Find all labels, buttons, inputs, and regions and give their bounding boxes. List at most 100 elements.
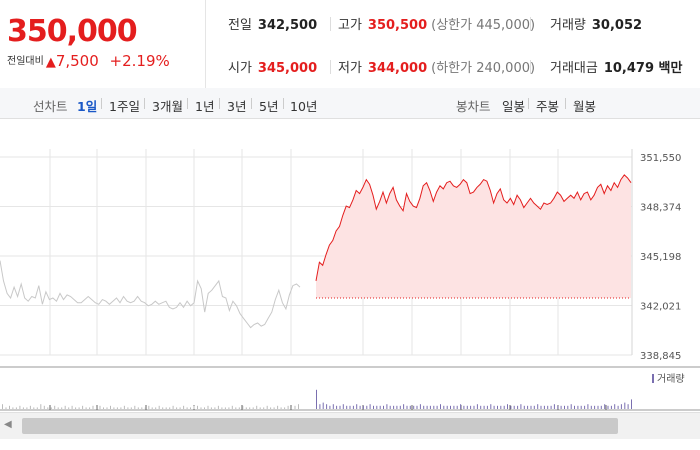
volume-bar-prev	[99, 405, 101, 409]
volume-bar-prev	[130, 407, 132, 409]
period-tab-1w[interactable]: 1주일	[109, 99, 140, 114]
volume-bar-today	[530, 405, 532, 409]
volume-bar-prev	[71, 405, 73, 409]
scroll-left-arrow-icon[interactable]: ◀	[4, 419, 12, 430]
volume-bar-today	[466, 405, 468, 409]
volume-bar-prev	[266, 405, 268, 409]
divider	[330, 17, 331, 31]
volume-bar-prev	[110, 405, 111, 409]
volume-bar-today	[463, 405, 465, 409]
current-price: 350,000	[7, 14, 138, 49]
volume-bar-today	[366, 405, 368, 409]
upper-limit: (상한가 445,000)	[431, 18, 536, 33]
volume-bar-today	[584, 405, 586, 409]
volume-bar-prev	[172, 405, 174, 409]
volume-bar-prev	[193, 405, 195, 409]
change-percent: +2.19%	[109, 52, 170, 70]
volume-bar-prev	[89, 407, 91, 409]
period-tab-10y[interactable]: 10년	[290, 99, 318, 114]
volume-bar-prev	[179, 407, 181, 409]
y-tick-label: 338,845	[640, 351, 681, 362]
volume-bar-prev	[256, 405, 258, 409]
volume-bar-today	[580, 405, 582, 409]
high-value: 350,500	[367, 18, 428, 33]
volume-bar-today	[319, 404, 321, 409]
period-tab-1d[interactable]: 1일	[77, 99, 98, 114]
volume-bar-prev	[151, 407, 153, 409]
volume-bar-today	[476, 404, 478, 409]
volume-bar-today	[574, 405, 575, 409]
divider	[565, 98, 566, 109]
volume-bar-prev	[217, 405, 219, 409]
volume-bar-today	[470, 405, 472, 409]
volume-bar-today	[446, 405, 448, 409]
volume-bar-prev	[280, 407, 282, 409]
volume-bar-today	[450, 405, 451, 409]
volume-bar-prev	[92, 405, 94, 409]
volume-bar-today	[486, 405, 488, 409]
open-cell: 시가 345,000	[228, 57, 317, 76]
divider	[144, 98, 145, 109]
volume-bar-prev	[61, 407, 63, 409]
volume-legend-label: 거래량	[657, 373, 685, 385]
volume-bar-prev	[252, 407, 254, 409]
today-price-line	[315, 174, 632, 281]
volume-bar-today	[423, 405, 425, 409]
volume-bar-prev	[277, 405, 279, 409]
candle-tab-monthly[interactable]: 월봉	[573, 99, 597, 114]
change-label: 전일대비	[7, 56, 44, 67]
volume-bar-today	[393, 405, 395, 409]
volume-bar-today	[352, 405, 354, 409]
volume-bar-prev	[270, 407, 272, 409]
prev-close-label: 전일	[228, 18, 252, 33]
volume-bar-today	[453, 405, 455, 409]
period-tab-3y[interactable]: 3년	[227, 99, 247, 114]
volume-bar-prev	[148, 405, 150, 409]
volume-bar-today	[316, 389, 317, 409]
chart-scrollbar[interactable]: ◀	[0, 412, 700, 439]
volume-bar-prev	[82, 405, 84, 409]
volume-bar-today	[507, 404, 508, 409]
volume-bar-prev	[291, 407, 292, 409]
y-axis-ticks: 351,550 348,374 345,198 342,021 338,845	[640, 153, 681, 362]
volume-bar-prev	[57, 407, 59, 409]
high-label: 고가	[338, 18, 362, 33]
volume-bar-prev	[68, 407, 70, 409]
volume-bar-today	[631, 399, 632, 409]
change-value: 7,500	[55, 52, 99, 70]
volume-bars	[2, 389, 632, 409]
volume-value: 30,052	[591, 18, 643, 33]
volume-bar-prev	[106, 407, 108, 409]
volume-bar-prev	[263, 407, 265, 409]
volume-bar-today	[627, 404, 629, 409]
volume-bar-today	[436, 405, 438, 409]
scrollbar-thumb[interactable]	[22, 418, 618, 434]
volume-bar-today	[520, 404, 522, 409]
volume-bar-today	[399, 405, 401, 409]
volume-bar-prev	[120, 407, 122, 409]
intraday-price-chart[interactable]: 351,550 348,374 345,198 342,021 338,845 거래량	[0, 119, 700, 412]
divider	[530, 60, 531, 74]
divider	[530, 17, 531, 31]
period-tab-5y[interactable]: 5년	[259, 99, 279, 114]
volume-bar-today	[443, 405, 445, 409]
y-tick-label: 351,550	[640, 153, 681, 164]
period-tab-3m[interactable]: 3개월	[152, 99, 183, 114]
volume-bar-today	[533, 405, 535, 409]
candle-tab-daily[interactable]: 일봉	[502, 99, 526, 114]
volume-bar-today	[429, 405, 431, 409]
volume-bar-today	[413, 405, 415, 409]
volume-bar-prev	[287, 405, 289, 409]
candle-tab-weekly[interactable]: 주봉	[536, 99, 560, 114]
period-tab-1y[interactable]: 1년	[195, 99, 215, 114]
volume-bar-prev	[96, 407, 97, 409]
volume-bar-today	[389, 405, 391, 409]
volume-bar-prev	[47, 407, 49, 409]
volume-bar-today	[346, 405, 348, 409]
volume-bar-today	[540, 405, 542, 409]
volume-bar-today	[553, 404, 555, 409]
volume-bar-today	[604, 404, 606, 409]
current-price-box: 350,000 전일대비 ▲7,500 +2.19%	[0, 0, 206, 88]
volume-bar-prev	[183, 405, 185, 409]
volume-bar-today	[543, 405, 545, 409]
